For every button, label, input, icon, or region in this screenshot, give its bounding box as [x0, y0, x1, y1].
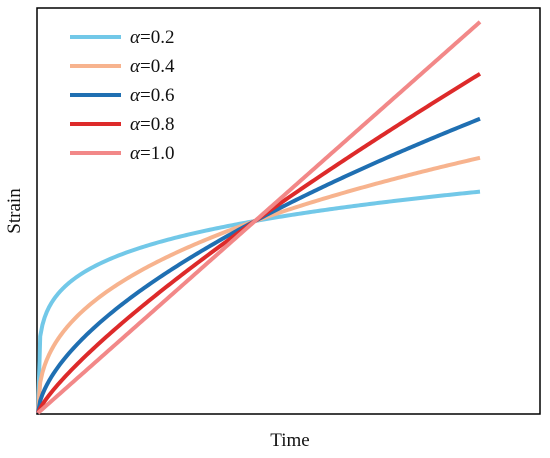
legend-label: α=1.0 [130, 143, 174, 164]
series-line-alpha-0-6 [36, 116, 481, 414]
legend-item: α=0.2 [70, 27, 174, 48]
legend: α=0.2α=0.4α=0.6α=0.8α=1.0 [70, 27, 175, 164]
legend-alpha-value: =0.8 [140, 114, 174, 135]
legend-label: α=0.6 [130, 85, 174, 106]
plot-frame [36, 7, 541, 415]
legend-item: α=0.8 [70, 114, 174, 135]
legend-label: α=0.8 [130, 114, 174, 135]
legend-label: α=0.2 [130, 27, 174, 48]
x-axis-label: Time [270, 430, 309, 451]
legend-alpha-value: =0.6 [140, 85, 174, 106]
legend-alpha-symbol: α [130, 56, 141, 77]
legend-alpha-value: =0.2 [140, 27, 174, 48]
series-line-alpha-0-4 [36, 155, 481, 414]
series-line-alpha-1 [36, 20, 482, 415]
legend-item: α=0.4 [70, 56, 175, 77]
legend-alpha-symbol: α [130, 114, 141, 135]
series-layer [36, 20, 482, 415]
legend-label: α=0.4 [130, 56, 175, 77]
legend-item: α=1.0 [70, 143, 174, 164]
y-axis-label: Strain [4, 188, 25, 234]
legend-item: α=0.6 [70, 85, 174, 106]
legend-alpha-symbol: α [130, 85, 141, 106]
legend-alpha-symbol: α [130, 143, 141, 164]
legend-alpha-symbol: α [130, 27, 141, 48]
legend-alpha-value: =1.0 [140, 143, 174, 164]
series-line-alpha-0-2 [36, 189, 481, 414]
legend-alpha-value: =0.4 [140, 56, 175, 77]
